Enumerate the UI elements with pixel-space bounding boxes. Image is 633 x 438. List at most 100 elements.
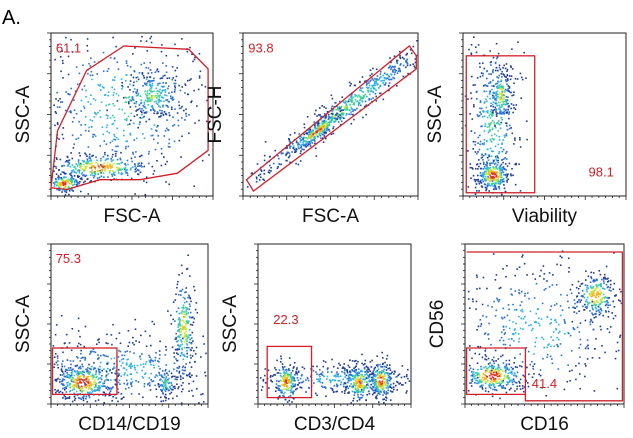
- event-point: [129, 365, 132, 368]
- event-point: [64, 386, 67, 389]
- event-point: [483, 84, 485, 87]
- event-point: [288, 155, 291, 157]
- event-point: [489, 174, 491, 177]
- event-point: [61, 178, 64, 180]
- event-point: [329, 120, 331, 122]
- event-point: [55, 181, 57, 183]
- event-point: [160, 147, 163, 150]
- event-point: [278, 163, 280, 165]
- event-point: [117, 356, 120, 358]
- event-point: [380, 76, 382, 78]
- event-point: [474, 132, 476, 134]
- event-point: [111, 123, 114, 126]
- event-point: [485, 188, 488, 190]
- event-point: [61, 59, 64, 62]
- event-point: [139, 171, 142, 174]
- event-point: [593, 278, 595, 281]
- event-point: [56, 106, 59, 108]
- event-point: [81, 396, 84, 399]
- event-point: [61, 165, 63, 168]
- event-point: [378, 385, 380, 388]
- event-point: [405, 375, 408, 378]
- event-point: [311, 139, 314, 141]
- event-point: [378, 77, 381, 79]
- event-point: [90, 171, 93, 173]
- event-point: [145, 120, 148, 123]
- event-point: [317, 125, 320, 128]
- event-point: [292, 379, 294, 381]
- event-point: [386, 378, 389, 381]
- event-point: [166, 387, 168, 389]
- event-point: [70, 152, 72, 154]
- event-point: [537, 322, 540, 325]
- event-point: [102, 133, 104, 136]
- event-point: [485, 189, 487, 192]
- event-point: [165, 127, 168, 130]
- event-point: [340, 113, 343, 115]
- event-point: [489, 162, 491, 165]
- event-point: [593, 303, 596, 305]
- event-point: [191, 53, 193, 55]
- event-point: [540, 318, 543, 320]
- event-point: [73, 117, 75, 119]
- event-point: [97, 162, 99, 165]
- event-point: [370, 90, 372, 93]
- event-point: [343, 385, 345, 388]
- event-point: [65, 375, 68, 377]
- event-point: [372, 97, 374, 99]
- event-point: [325, 387, 327, 389]
- event-point: [340, 115, 343, 117]
- event-point: [277, 155, 279, 157]
- event-point: [164, 163, 167, 165]
- event-point: [184, 92, 186, 94]
- event-point: [109, 163, 111, 165]
- event-point: [406, 52, 408, 55]
- event-point: [149, 356, 151, 358]
- event-point: [193, 185, 195, 187]
- event-point: [130, 112, 133, 115]
- event-point: [286, 386, 289, 389]
- event-point: [495, 108, 497, 111]
- event-point: [513, 91, 515, 93]
- event-point: [296, 387, 298, 390]
- event-point: [93, 367, 95, 369]
- event-point: [604, 278, 607, 280]
- event-point: [338, 106, 341, 108]
- event-point: [112, 170, 114, 172]
- event-point: [188, 303, 191, 305]
- event-point: [357, 378, 359, 381]
- event-point: [278, 385, 281, 387]
- event-point: [78, 171, 80, 174]
- event-point: [293, 390, 295, 392]
- event-point: [377, 368, 380, 370]
- event-point: [375, 389, 377, 391]
- event-point: [172, 318, 174, 321]
- event-point: [284, 369, 287, 371]
- event-point: [503, 90, 506, 92]
- event-point: [79, 365, 82, 368]
- event-point: [385, 369, 388, 371]
- event-point: [285, 147, 287, 150]
- event-point: [181, 288, 184, 291]
- event-point: [83, 345, 86, 348]
- event-point: [485, 98, 487, 101]
- event-point: [498, 135, 501, 138]
- event-point: [399, 56, 401, 58]
- event-point: [58, 176, 60, 179]
- event-point: [75, 383, 78, 385]
- event-point: [360, 89, 362, 92]
- event-point: [325, 122, 327, 125]
- event-point: [500, 112, 502, 115]
- event-point: [485, 173, 488, 176]
- event-point: [145, 95, 148, 97]
- event-point: [185, 312, 188, 315]
- event-point: [72, 147, 75, 149]
- event-point: [377, 392, 380, 395]
- event-point: [142, 75, 145, 77]
- event-point: [278, 380, 280, 383]
- event-point: [501, 331, 503, 333]
- event-point: [280, 372, 282, 375]
- event-point: [117, 372, 119, 375]
- event-point: [59, 390, 62, 393]
